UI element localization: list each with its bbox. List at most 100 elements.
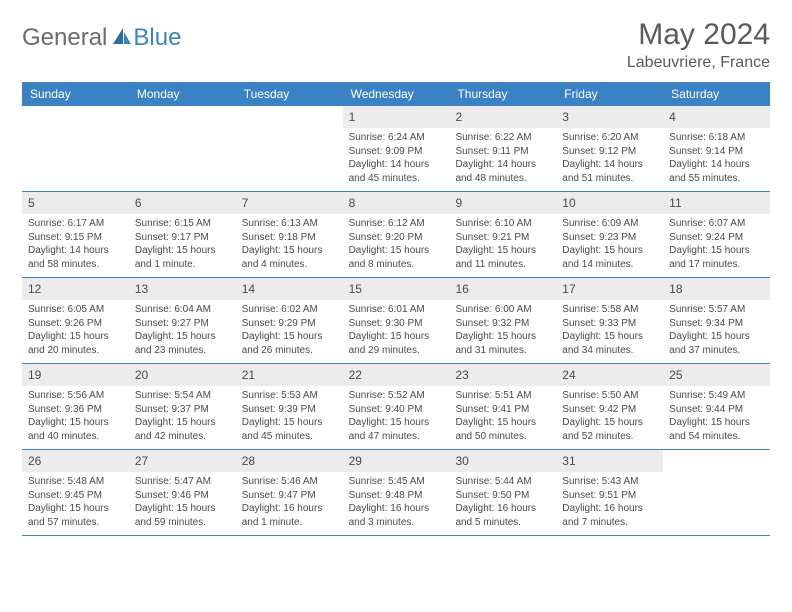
calendar-page: General Blue May 2024 Labeuvriere, Franc… xyxy=(0,0,792,554)
sunrise-text: Sunrise: 5:51 AM xyxy=(455,389,550,403)
calendar-cell: 18Sunrise: 5:57 AMSunset: 9:34 PMDayligh… xyxy=(663,278,770,363)
sunset-text: Sunset: 9:47 PM xyxy=(242,489,337,503)
day-data: Sunrise: 5:54 AMSunset: 9:37 PMDaylight:… xyxy=(129,386,236,449)
daylight-text: Daylight: 15 hours and 47 minutes. xyxy=(349,416,444,443)
sunset-text: Sunset: 9:37 PM xyxy=(135,403,230,417)
sunrise-text: Sunrise: 6:17 AM xyxy=(28,217,123,231)
day-data: Sunrise: 5:43 AMSunset: 9:51 PMDaylight:… xyxy=(556,472,663,535)
day-data: Sunrise: 5:58 AMSunset: 9:33 PMDaylight:… xyxy=(556,300,663,363)
day-data: Sunrise: 6:02 AMSunset: 9:29 PMDaylight:… xyxy=(236,300,343,363)
day-number: 13 xyxy=(135,282,148,296)
day-data: Sunrise: 5:45 AMSunset: 9:48 PMDaylight:… xyxy=(343,472,450,535)
sunrise-text: Sunrise: 6:01 AM xyxy=(349,303,444,317)
day-number: 28 xyxy=(242,454,255,468)
calendar-cell: 24 Sunrise: 5:50 AMSunset: 9:42 PMDayligh… xyxy=(556,364,663,449)
daylight-text: Daylight: 15 hours and 14 minutes. xyxy=(562,244,657,271)
day-data: Sunrise: 5:49 AMSunset: 9:44 PMDaylight:… xyxy=(663,386,770,449)
daylight-text: Daylight: 15 hours and 11 minutes. xyxy=(455,244,550,271)
calendar-cell: 30 Sunrise: 5:44 AMSunset: 9:50 PMDayligh… xyxy=(449,450,556,535)
day-data: Sunrise: 5:46 AMSunset: 9:47 PMDaylight:… xyxy=(236,472,343,535)
sunset-text: Sunset: 9:11 PM xyxy=(455,145,550,159)
sunset-text: Sunset: 9:51 PM xyxy=(562,489,657,503)
day-number: 29 xyxy=(349,454,362,468)
sunrise-text: Sunrise: 6:20 AM xyxy=(562,131,657,145)
daylight-text: Daylight: 15 hours and 20 minutes. xyxy=(28,330,123,357)
calendar-cell: 13Sunrise: 6:04 AMSunset: 9:27 PMDayligh… xyxy=(129,278,236,363)
daylight-text: Daylight: 15 hours and 52 minutes. xyxy=(562,416,657,443)
day-number: 5 xyxy=(28,196,35,210)
calendar-cell: 4Sunrise: 6:18 AMSunset: 9:14 PMDaylight… xyxy=(663,106,770,191)
day-data: Sunrise: 6:13 AMSunset: 9:18 PMDaylight:… xyxy=(236,214,343,277)
location-label: Labeuvriere, France xyxy=(627,54,770,72)
day-number-row: 1 xyxy=(343,106,450,128)
day-number-row: 8 xyxy=(343,192,450,214)
logo-text-2: Blue xyxy=(133,24,181,52)
sunrise-text: Sunrise: 5:53 AM xyxy=(242,389,337,403)
title-block: May 2024 Labeuvriere, France xyxy=(627,18,770,72)
daylight-text: Daylight: 14 hours and 51 minutes. xyxy=(562,158,657,185)
page-header: General Blue May 2024 Labeuvriere, Franc… xyxy=(22,18,770,72)
day-number: 3 xyxy=(562,110,569,124)
calendar-cell: 29 Sunrise: 5:45 AMSunset: 9:48 PMDayligh… xyxy=(343,450,450,535)
sunset-text: Sunset: 9:48 PM xyxy=(349,489,444,503)
calendar-cell: 2Sunrise: 6:22 AMSunset: 9:11 PMDaylight… xyxy=(449,106,556,191)
day-number: 21 xyxy=(242,368,255,382)
sunset-text: Sunset: 9:24 PM xyxy=(669,231,764,245)
day-data: Sunrise: 5:50 AMSunset: 9:42 PMDaylight:… xyxy=(556,386,663,449)
day-data: Sunrise: 5:44 AMSunset: 9:50 PMDaylight:… xyxy=(449,472,556,535)
daylight-text: Daylight: 14 hours and 58 minutes. xyxy=(28,244,123,271)
sunset-text: Sunset: 9:32 PM xyxy=(455,317,550,331)
logo-text-1: General xyxy=(22,24,107,52)
day-number: 19 xyxy=(28,368,41,382)
day-number-row: 2 xyxy=(449,106,556,128)
day-data: Sunrise: 5:57 AMSunset: 9:34 PMDaylight:… xyxy=(663,300,770,363)
sunrise-text: Sunrise: 6:04 AM xyxy=(135,303,230,317)
calendar-cell: 9 Sunrise: 6:10 AMSunset: 9:21 PMDaylight… xyxy=(449,192,556,277)
sunrise-text: Sunrise: 5:56 AM xyxy=(28,389,123,403)
day-number-row: 30 xyxy=(449,450,556,472)
day-number-row: 6 xyxy=(129,192,236,214)
day-data: Sunrise: 6:17 AMSunset: 9:15 PMDaylight:… xyxy=(22,214,129,277)
day-header: Saturday xyxy=(663,82,770,106)
day-number-row: 4 xyxy=(663,106,770,128)
daylight-text: Daylight: 15 hours and 8 minutes. xyxy=(349,244,444,271)
calendar-week-row: 26Sunrise: 5:48 AMSunset: 9:45 PMDayligh… xyxy=(22,450,770,536)
calendar-cell xyxy=(22,106,129,191)
sunrise-text: Sunrise: 5:54 AM xyxy=(135,389,230,403)
day-number-row xyxy=(663,450,770,454)
day-number: 24 xyxy=(562,368,575,382)
day-number: 25 xyxy=(669,368,682,382)
sunrise-text: Sunrise: 5:49 AM xyxy=(669,389,764,403)
day-header: Wednesday xyxy=(343,82,450,106)
calendar-cell: 5 Sunrise: 6:17 AMSunset: 9:15 PMDaylight… xyxy=(22,192,129,277)
daylight-text: Daylight: 15 hours and 40 minutes. xyxy=(28,416,123,443)
day-number: 16 xyxy=(455,282,468,296)
month-title: May 2024 xyxy=(627,18,770,52)
sunrise-text: Sunrise: 6:02 AM xyxy=(242,303,337,317)
sunset-text: Sunset: 9:40 PM xyxy=(349,403,444,417)
day-data: Sunrise: 6:15 AMSunset: 9:17 PMDaylight:… xyxy=(129,214,236,277)
day-number-row: 5 xyxy=(22,192,129,214)
day-number-row: 29 xyxy=(343,450,450,472)
day-number-row: 12 xyxy=(22,278,129,300)
day-header: Monday xyxy=(129,82,236,106)
day-number: 31 xyxy=(562,454,575,468)
daylight-text: Daylight: 15 hours and 1 minute. xyxy=(135,244,230,271)
calendar-cell: 11Sunrise: 6:07 AMSunset: 9:24 PMDayligh… xyxy=(663,192,770,277)
day-number: 30 xyxy=(455,454,468,468)
sunrise-text: Sunrise: 6:05 AM xyxy=(28,303,123,317)
day-header: Tuesday xyxy=(236,82,343,106)
calendar-cell: 8Sunrise: 6:12 AMSunset: 9:20 PMDaylight… xyxy=(343,192,450,277)
sunset-text: Sunset: 9:39 PM xyxy=(242,403,337,417)
sunset-text: Sunset: 9:15 PM xyxy=(28,231,123,245)
day-number: 9 xyxy=(455,196,462,210)
day-number: 10 xyxy=(562,196,575,210)
daylight-text: Daylight: 14 hours and 55 minutes. xyxy=(669,158,764,185)
day-data: Sunrise: 6:10 AMSunset: 9:21 PMDaylight:… xyxy=(449,214,556,277)
day-data: Sunrise: 6:18 AMSunset: 9:14 PMDaylight:… xyxy=(663,128,770,191)
day-data: Sunrise: 5:47 AMSunset: 9:46 PMDaylight:… xyxy=(129,472,236,535)
day-number-row: 23 xyxy=(449,364,556,386)
day-number: 26 xyxy=(28,454,41,468)
day-header: Friday xyxy=(556,82,663,106)
day-data: Sunrise: 6:07 AMSunset: 9:24 PMDaylight:… xyxy=(663,214,770,277)
